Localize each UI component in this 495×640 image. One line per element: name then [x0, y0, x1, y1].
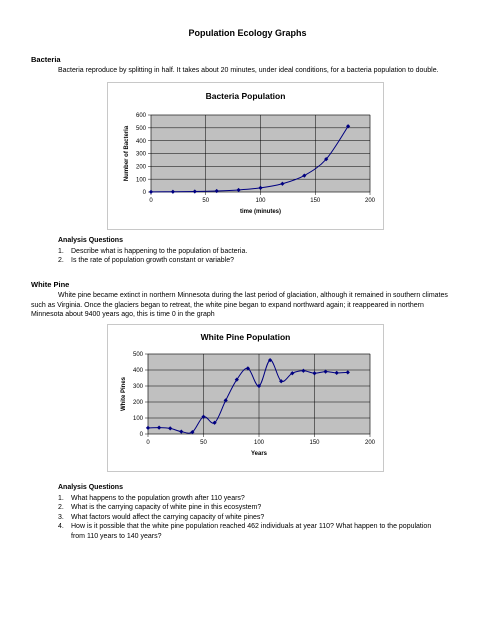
y-tick-label: 200 [133, 400, 144, 406]
list-item: 3. What factors would affect the carrying… [58, 513, 265, 521]
x-tick-label: 100 [254, 440, 265, 446]
x-axis-label: time (minutes) [240, 209, 281, 215]
data-point [201, 414, 206, 419]
list-item: 2. Is the rate of population growth const… [58, 257, 235, 265]
bacteria-analysis-heading: Analysis Questions [58, 237, 123, 244]
data-point [214, 188, 219, 194]
data-point [302, 173, 307, 178]
data-point [345, 370, 350, 375]
list-item: 2. What is the carrying capacity of white… [58, 504, 262, 512]
y-axis-label: White Pines [121, 376, 127, 411]
data-point [148, 189, 154, 194]
y-tick-label: 500 [136, 126, 147, 132]
data-point [190, 429, 195, 435]
data-point [245, 366, 251, 371]
x-axis-label: Years [251, 451, 268, 457]
data-point [279, 379, 284, 384]
data-point [324, 157, 329, 162]
page-title: Population Ecology Graphs [188, 28, 307, 38]
x-tick-label: 0 [146, 440, 150, 446]
data-point [212, 420, 217, 425]
x-tick-label: 150 [310, 198, 321, 204]
data-point [179, 429, 184, 434]
x-tick-label: 50 [200, 440, 207, 446]
series-line [150, 126, 349, 193]
data-point [170, 189, 176, 194]
x-tick-label: 150 [309, 440, 320, 446]
x-tick-label: 0 [149, 198, 153, 204]
y-axis-label: Number of Bacteria [124, 125, 130, 181]
data-point [156, 425, 162, 430]
y-tick-label: 300 [133, 384, 144, 390]
white-pine-intro: White pine became extinct in northern Mi… [31, 292, 448, 318]
data-point [280, 181, 285, 186]
data-point [168, 426, 173, 431]
data-point [192, 189, 197, 194]
x-tick-label: 100 [255, 198, 266, 204]
white-pine-question-list: 1. What happens to the population growth … [58, 494, 488, 541]
x-tick-label: 50 [202, 198, 209, 204]
y-tick-label: 500 [133, 352, 144, 358]
list-item: 4. How is it possible that the white pine… [58, 523, 432, 540]
y-tick-label: 100 [133, 416, 144, 422]
y-tick-label: 200 [136, 165, 147, 171]
y-tick-label: 600 [136, 113, 147, 119]
list-item: 1. What happens to the population growth … [58, 495, 245, 502]
white-pine-chart: 0 100 200 300 400 500 0 50 100 150 200 Years White P… [121, 352, 376, 457]
data-point [267, 357, 273, 363]
data-point [223, 398, 228, 403]
list-item: 1. Describe what is happening to the popu… [58, 248, 248, 255]
white-pine-heading: White Pine [31, 280, 70, 289]
data-point [290, 371, 295, 376]
y-tick-label: 400 [133, 368, 144, 374]
bacteria-chart-title: Bacteria Population [205, 91, 286, 101]
x-tick-label: 200 [365, 198, 376, 204]
data-point [234, 377, 239, 382]
white-pine-chart-title: White Pine Population [200, 332, 291, 342]
y-tick-label: 100 [136, 177, 147, 183]
bacteria-chart: 0 100 200 300 400 500 600 0 50 100 150 200 time (min… [124, 113, 376, 215]
x-tick-label: 200 [365, 440, 376, 446]
white-pine-analysis-heading: Analysis Questions [58, 484, 123, 491]
data-point [145, 425, 151, 431]
y-tick-label: 0 [143, 190, 147, 196]
bacteria-question-list: 1. Describe what is happening to the popu… [58, 247, 478, 266]
bacteria-heading: Bacteria [31, 55, 61, 64]
y-tick-label: 400 [136, 139, 147, 145]
y-tick-label: 0 [140, 432, 144, 438]
bacteria-intro: Bacteria reproduce by splitting in half.… [58, 67, 439, 74]
y-tick-label: 300 [136, 152, 147, 158]
